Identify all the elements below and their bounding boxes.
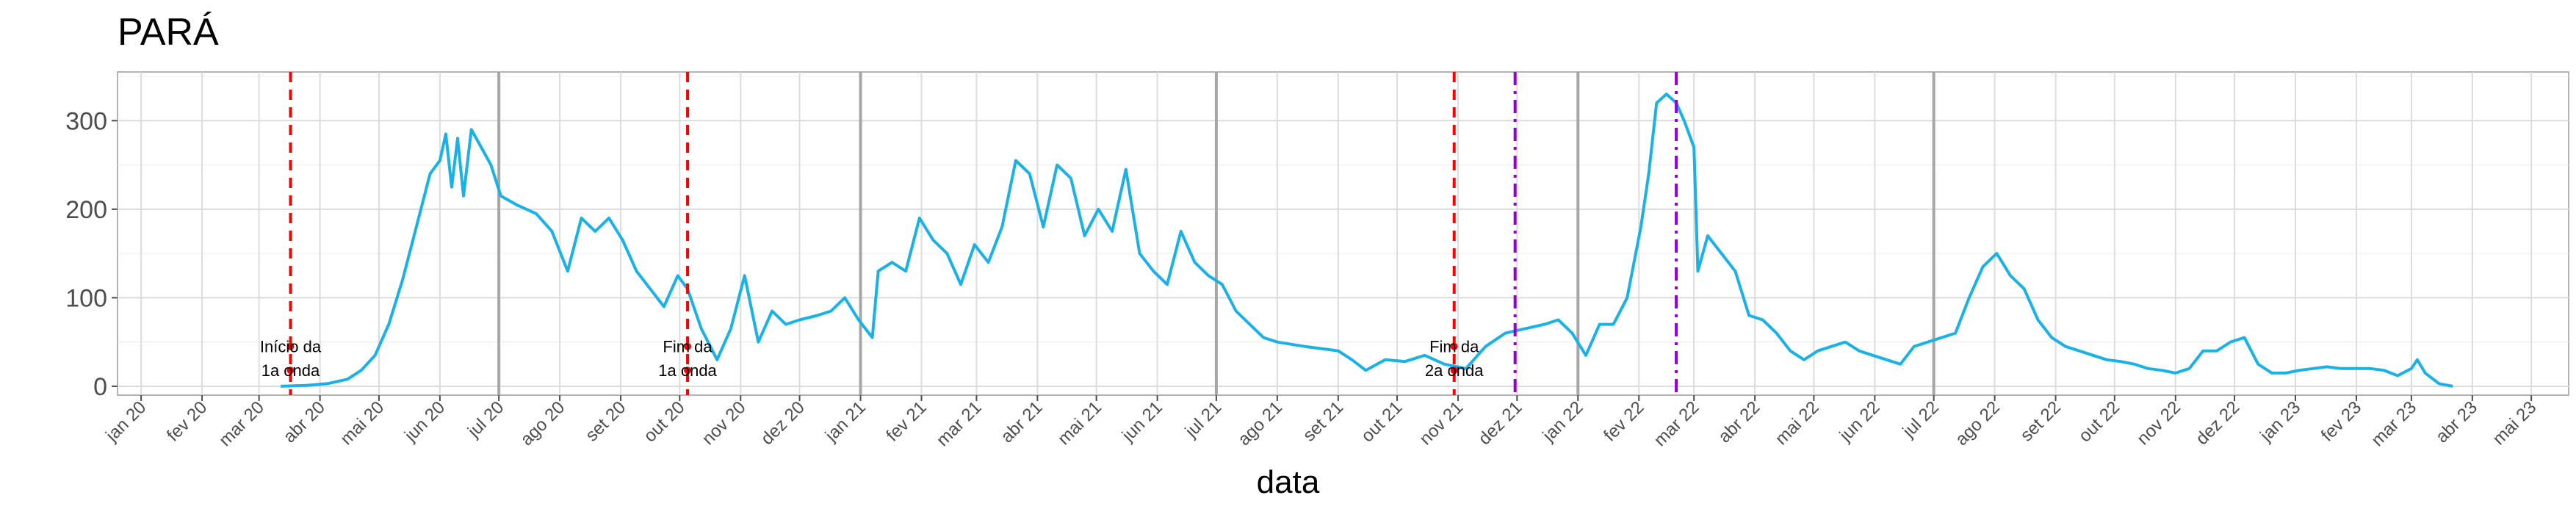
y-tick-label: 100 <box>65 284 107 312</box>
x-tick-label: jan 23 <box>2256 397 2304 446</box>
x-tick-label: jun 22 <box>1836 397 1884 446</box>
x-tick-label: set 21 <box>1299 397 1347 445</box>
event-marker <box>286 342 295 350</box>
event-annotation: Fim da <box>1429 338 1479 356</box>
x-tick-label: abr 22 <box>1714 397 1764 447</box>
x-tick-label: abr 21 <box>997 397 1046 447</box>
event-marker <box>1450 366 1458 375</box>
chart-title: PARÁ <box>118 11 219 54</box>
x-tick-label: mai 20 <box>336 397 388 449</box>
x-tick-label: set 22 <box>2016 397 2064 445</box>
x-tick-label: ago 20 <box>516 397 569 449</box>
x-tick-label: ago 21 <box>1234 397 1286 449</box>
x-tick-label: jan 21 <box>821 397 870 446</box>
x-tick-label: mar 21 <box>933 397 986 450</box>
event-marker <box>286 366 295 375</box>
x-tick-label: jun 20 <box>400 397 449 446</box>
x-tick-label: jun 21 <box>1118 397 1166 446</box>
x-tick-label: ago 22 <box>1952 397 2004 449</box>
x-tick-label: nov 21 <box>1415 397 1467 449</box>
y-tick-label: 200 <box>65 196 107 224</box>
event-annotation: 1a onda <box>658 361 717 380</box>
x-tick-label: nov 22 <box>2133 397 2184 449</box>
x-tick-label: jul 22 <box>1899 397 1943 441</box>
y-tick-label: 0 <box>93 373 107 401</box>
x-tick-label: set 20 <box>582 397 629 445</box>
x-tick-label: mai 22 <box>1772 397 1823 449</box>
x-tick-label: dez 21 <box>1475 397 1526 449</box>
event-annotation: Fim da <box>663 338 712 356</box>
event-marker <box>1450 342 1458 350</box>
x-tick-label: out 21 <box>1357 397 1406 446</box>
x-tick-label: dez 20 <box>757 397 809 449</box>
x-tick-label: dez 22 <box>2192 397 2243 449</box>
x-tick-label: abr 23 <box>2432 397 2481 447</box>
x-tick-label: out 20 <box>640 397 688 446</box>
x-tick-label: mar 22 <box>1650 397 1703 450</box>
x-tick-label: fev 20 <box>163 397 211 445</box>
y-tick-label: 300 <box>65 107 107 135</box>
x-tick-label: jan 22 <box>1538 397 1587 446</box>
x-tick-label: out 22 <box>2075 397 2124 446</box>
x-tick-label: jul 20 <box>463 397 508 441</box>
x-tick-label: fev 21 <box>882 397 930 445</box>
x-tick-label: jul 21 <box>1181 397 1225 441</box>
x-tick-label: abr 20 <box>280 397 329 447</box>
event-marker <box>684 366 692 375</box>
series-line <box>281 93 2453 388</box>
x-tick-label: mai 21 <box>1054 397 1105 449</box>
event-annotation: 1a onda <box>261 361 320 380</box>
x-tick-label: fev 22 <box>1600 397 1648 445</box>
x-tick-label: mar 20 <box>215 397 268 450</box>
x-tick-label: nov 20 <box>698 397 749 449</box>
x-axis-label: data <box>1256 464 1320 500</box>
x-tick-label: jan 20 <box>101 397 150 446</box>
event-annotation: 2a onda <box>1425 361 1484 380</box>
plot-panel <box>117 71 2569 396</box>
event-annotation: Início da <box>260 338 322 356</box>
x-tick-label: mar 23 <box>2367 397 2420 450</box>
event-marker <box>684 342 692 350</box>
x-tick-label: fev 23 <box>2317 397 2365 445</box>
x-tick-label: mai 23 <box>2489 397 2540 449</box>
